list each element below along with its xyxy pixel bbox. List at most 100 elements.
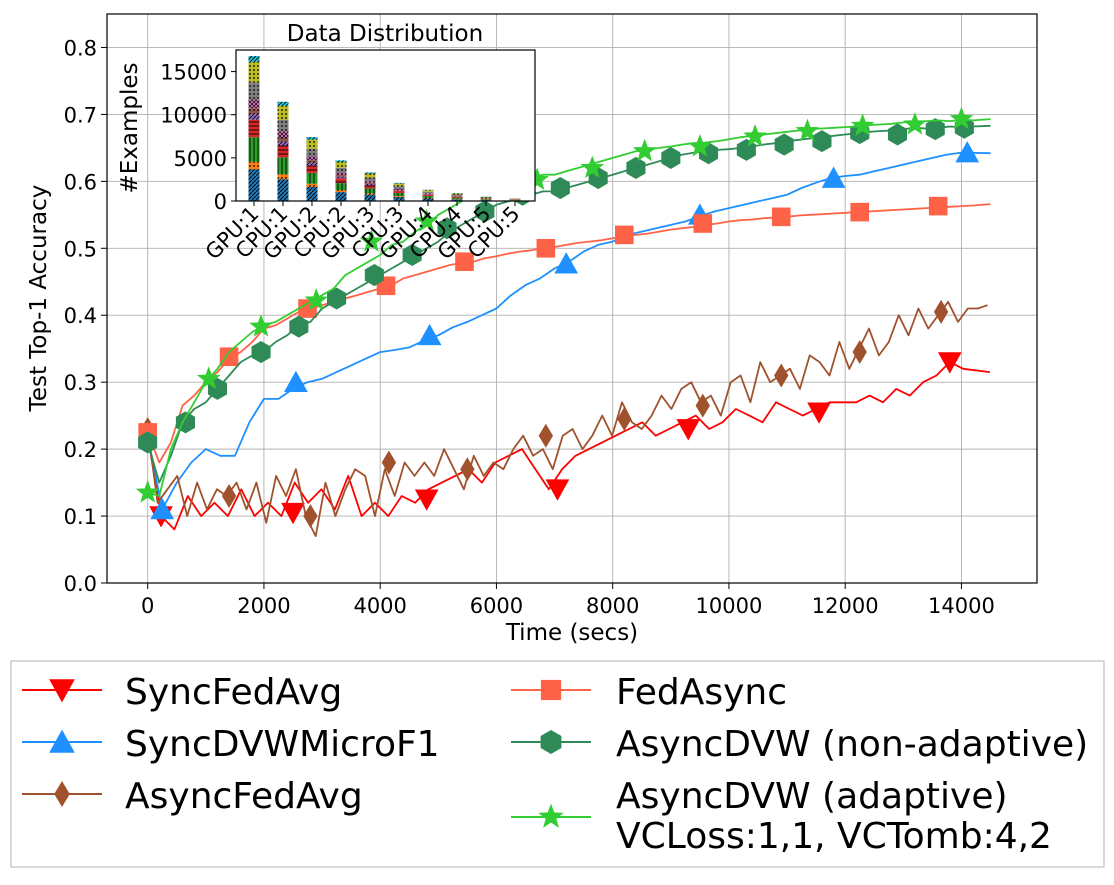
data-point-marker — [615, 225, 634, 245]
data-point-marker — [381, 450, 397, 475]
x-tick-label: 0 — [141, 594, 154, 618]
inset-bar-segment — [480, 198, 492, 200]
data-point-marker — [617, 407, 632, 431]
legend: SyncFedAvg SyncDVWMicroF1 AsyncFedAvg Fe… — [22, 672, 1088, 857]
inset-bar-segment — [306, 162, 318, 166]
inset-bar-segment — [451, 196, 463, 198]
y-tick-label: 0.5 — [64, 237, 97, 261]
data-point-marker — [774, 363, 789, 388]
x-tick-label: 8000 — [586, 594, 639, 618]
inset-y-tick-label: 10000 — [160, 104, 227, 128]
legend-marker-fedasync — [511, 679, 591, 701]
data-point-marker — [219, 347, 239, 367]
legend-item-syncfedavg: SyncFedAvg — [22, 672, 342, 713]
data-point-marker — [196, 366, 221, 389]
inset-bar-cpu-1 — [277, 101, 289, 201]
inset-bars — [248, 56, 521, 201]
inset-frame — [235, 49, 536, 202]
inset-bar-segment — [451, 197, 463, 199]
y-axis-label: Test Top-1 Accuracy — [26, 185, 52, 413]
inset-bar-segment — [480, 199, 492, 200]
y-tick-label: 0.0 — [64, 572, 97, 596]
data-point-marker — [676, 419, 701, 441]
y-tick-label: 0.4 — [64, 304, 97, 328]
inset-bar-segment — [393, 183, 405, 187]
inset-bar-segment — [335, 183, 347, 191]
y-tick-label: 0.7 — [64, 103, 97, 127]
inset-bar-segment — [393, 197, 405, 201]
legend-marker-asyncdvw-non-adaptive — [511, 730, 591, 754]
data-point-marker — [249, 314, 273, 337]
inset-bar-segment — [306, 183, 318, 187]
legend-label-syncfedavg: SyncFedAvg — [125, 672, 342, 713]
data-point-marker — [135, 480, 160, 503]
inset-bar-segment — [248, 61, 260, 83]
inset-bar-segment — [364, 181, 376, 183]
inset-bar-segment — [248, 108, 260, 115]
inset-bar-segment — [393, 188, 405, 190]
y-tick-label: 0.2 — [64, 438, 97, 462]
data-point-marker — [414, 489, 439, 511]
x-axis-label: Time (secs) — [505, 620, 638, 646]
inset-bar-segment — [422, 198, 434, 201]
y-tick-label: 0.1 — [64, 505, 97, 529]
inset-bar-segment — [364, 172, 376, 174]
inset-bar-segment — [306, 172, 318, 184]
data-point-marker — [688, 134, 712, 157]
legend-label-asyncfedavg: AsyncFedAvg — [125, 776, 363, 817]
inset-bar-segment — [422, 190, 434, 192]
inset-bar-segment — [335, 162, 347, 168]
inset-bar-gpu-4 — [422, 189, 434, 201]
data-point-marker — [928, 196, 948, 216]
inset-bar-segment — [422, 197, 434, 199]
data-point-marker — [925, 118, 945, 141]
data-point-marker — [852, 340, 867, 365]
data-point-marker — [743, 124, 767, 147]
inset-y-tick-label: 5000 — [174, 147, 227, 171]
data-point-marker — [402, 243, 422, 266]
inset-bar-segment — [364, 185, 376, 189]
inset-bar-segment — [480, 196, 492, 198]
data-point-marker — [536, 238, 556, 258]
inset-bar-segment — [335, 190, 347, 193]
data-point-marker — [626, 156, 646, 179]
inset-bar-segment — [335, 160, 347, 163]
inset-bar-segment — [248, 169, 260, 201]
y-tick-label: 0.6 — [64, 170, 97, 194]
data-point-marker — [949, 106, 974, 130]
data-point-marker — [221, 484, 237, 508]
inset-bar-segment — [248, 137, 260, 162]
inset-bar-segment — [393, 196, 405, 198]
data-point-marker — [937, 352, 962, 374]
data-point-marker — [771, 207, 791, 227]
inset-y-tick-label: 0 — [214, 190, 227, 214]
data-point-marker — [955, 141, 980, 163]
x-tick-label: 6000 — [470, 594, 523, 618]
inset-bar-segment — [364, 194, 376, 201]
inset-bar-segment — [306, 148, 318, 157]
inset-bar-segment — [393, 193, 405, 197]
data-point-marker — [359, 229, 384, 252]
legend-item-syncdvwmicrof1: SyncDVWMicroF1 — [22, 724, 440, 765]
inset-title: Data Distribution — [287, 21, 483, 47]
inset-bar-segment — [306, 137, 318, 140]
main-ticks: 0 2000 4000 6000 8000 10000 12000 14000 0.0 0.1 0.… — [64, 36, 995, 618]
inset-bar-cpu-2 — [335, 160, 347, 201]
inset-bar-segment — [393, 189, 405, 191]
data-point-marker — [138, 431, 158, 454]
inset-bar-segment — [393, 186, 405, 189]
legend-symbol — [540, 730, 562, 754]
data-point-marker — [150, 497, 175, 520]
inset-bar-segment — [451, 193, 463, 195]
data-point-marker — [693, 214, 713, 233]
data-point-marker — [903, 112, 927, 135]
inset-bar-segment — [277, 137, 289, 142]
main-plot-frame — [106, 13, 1038, 584]
legend-marker-syncdvwmicrof1 — [22, 729, 102, 753]
inset-y-tick-label: 15000 — [160, 61, 227, 85]
inset-bar-segment — [248, 161, 260, 170]
inset-bar-segment — [277, 131, 289, 138]
x-tick-label: 2000 — [237, 594, 290, 618]
inset-bar-segment — [364, 177, 376, 182]
data-point-marker — [437, 217, 457, 240]
